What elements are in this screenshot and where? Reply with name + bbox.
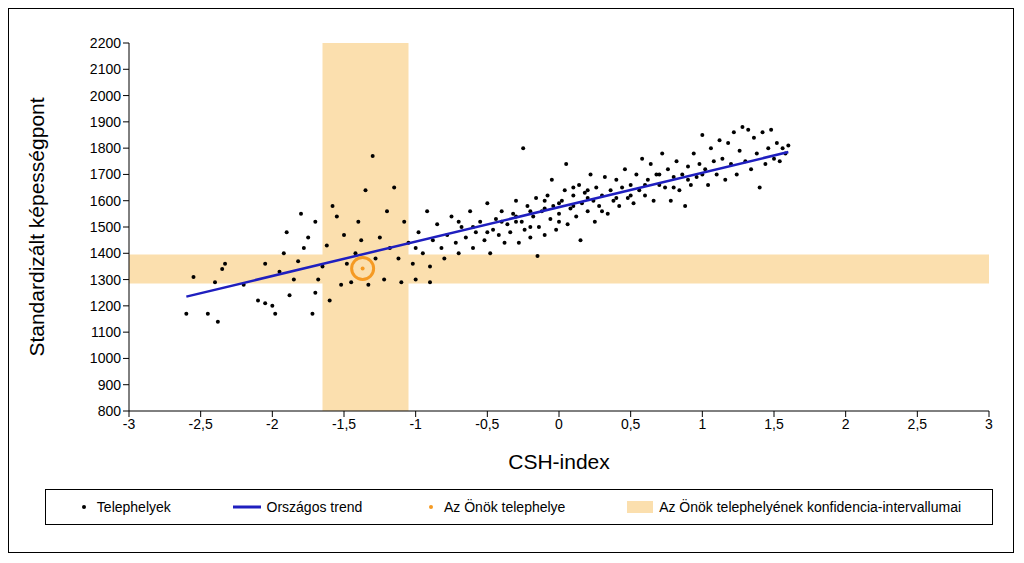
svg-text:2000: 2000 xyxy=(90,88,121,104)
svg-text:1900: 1900 xyxy=(90,114,121,130)
svg-text:2100: 2100 xyxy=(90,61,121,77)
svg-text:-1: -1 xyxy=(409,416,422,432)
svg-text:1,5: 1,5 xyxy=(764,416,784,432)
svg-text:-2,5: -2,5 xyxy=(189,416,213,432)
svg-text:1300: 1300 xyxy=(90,272,121,288)
svg-text:1000: 1000 xyxy=(90,350,121,366)
svg-text:Standardizált képességpont: Standardizált képességpont xyxy=(25,97,48,356)
html-text:Az Önök telephelye: Az Önök telephelye xyxy=(444,499,566,515)
svg-text:-0,5: -0,5 xyxy=(475,416,499,432)
html-text:Az Önök telephelyének konfiden: Az Önök telephelyének konfidencia-interv… xyxy=(659,499,962,515)
svg-text:1600: 1600 xyxy=(90,193,121,209)
svg-text:900: 900 xyxy=(98,377,122,393)
svg-text:1400: 1400 xyxy=(90,245,121,261)
svg-text:CSH-index: CSH-index xyxy=(508,450,610,473)
svg-text:2: 2 xyxy=(842,416,850,432)
svg-text:-2: -2 xyxy=(266,416,279,432)
svg-text:1500: 1500 xyxy=(90,219,121,235)
svg-text:2,5: 2,5 xyxy=(908,416,928,432)
html-text:Telephelyek: Telephelyek xyxy=(96,499,171,515)
svg-text:-3: -3 xyxy=(123,416,136,432)
svg-text:1200: 1200 xyxy=(90,298,121,314)
svg-text:1: 1 xyxy=(698,416,706,432)
svg-text:1800: 1800 xyxy=(90,140,121,156)
svg-text:800: 800 xyxy=(98,403,122,419)
svg-text:1100: 1100 xyxy=(91,324,121,340)
svg-text:0,5: 0,5 xyxy=(621,416,641,432)
svg-text:-1,5: -1,5 xyxy=(332,416,356,432)
html-text:Országos trend: Országos trend xyxy=(266,499,363,515)
svg-text:0: 0 xyxy=(555,416,563,432)
svg-text:3: 3 xyxy=(985,416,993,432)
svg-text:2200: 2200 xyxy=(90,35,121,51)
svg-text:1700: 1700 xyxy=(90,166,121,182)
